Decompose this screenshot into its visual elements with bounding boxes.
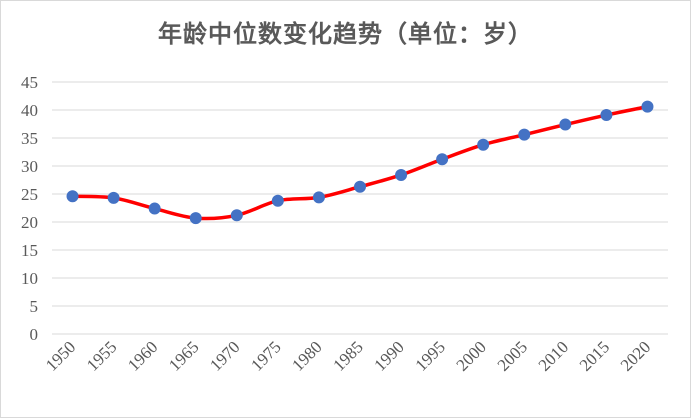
- x-tick-label: 1950: [42, 337, 79, 374]
- y-axis-ticks: 0 5 10 15 20 25 30 35 40 45: [21, 73, 38, 344]
- data-point-2005: [518, 128, 531, 141]
- data-point-1990: [395, 168, 408, 181]
- x-tick-label: 1995: [411, 337, 448, 374]
- data-point-1980: [312, 191, 325, 204]
- x-tick-label: 1975: [247, 337, 284, 374]
- gridlines: [52, 81, 668, 335]
- data-point-1955: [107, 191, 120, 204]
- data-point-1975: [271, 194, 284, 207]
- y-tick-label: 35: [21, 129, 38, 148]
- y-tick-label: 0: [30, 325, 39, 344]
- y-tick-label: 25: [21, 185, 38, 204]
- x-tick-label: 2000: [453, 337, 490, 374]
- x-tick-label: 1970: [206, 337, 243, 374]
- y-tick-label: 40: [21, 101, 38, 120]
- x-tick-label: 2015: [576, 337, 613, 374]
- x-tick-label: 1985: [329, 337, 366, 374]
- data-point-2000: [477, 138, 490, 151]
- data-point-2010: [559, 118, 572, 131]
- y-tick-label: 30: [21, 157, 38, 176]
- y-tick-label: 20: [21, 213, 38, 232]
- x-tick-label: 2020: [617, 337, 654, 374]
- data-point-1995: [436, 153, 449, 166]
- x-tick-label: 1960: [124, 337, 161, 374]
- chart-title: 年龄中位数变化趋势（单位：岁）: [158, 19, 533, 48]
- x-tick-label: 1955: [83, 337, 120, 374]
- data-point-2020: [641, 100, 654, 113]
- data-point-1950: [66, 190, 79, 203]
- x-tick-label: 1990: [370, 337, 407, 374]
- y-tick-label: 15: [21, 241, 38, 260]
- data-point-2015: [600, 109, 613, 122]
- y-tick-label: 45: [21, 73, 38, 92]
- x-tick-label: 2010: [535, 337, 572, 374]
- x-axis-ticks: 1950 1955 1960 1965 1970 1975 1980 1985 1990 1995…: [42, 337, 654, 374]
- data-point-1960: [148, 202, 161, 215]
- data-point-1970: [230, 209, 243, 222]
- x-tick-label: 1980: [288, 337, 325, 374]
- x-tick-label: 1965: [165, 337, 202, 374]
- y-tick-label: 5: [30, 297, 39, 316]
- y-tick-label: 10: [21, 269, 38, 288]
- x-tick-label: 2005: [494, 337, 531, 374]
- data-point-1985: [354, 180, 366, 193]
- data-point-1965: [189, 212, 202, 225]
- series-layer: [66, 100, 654, 225]
